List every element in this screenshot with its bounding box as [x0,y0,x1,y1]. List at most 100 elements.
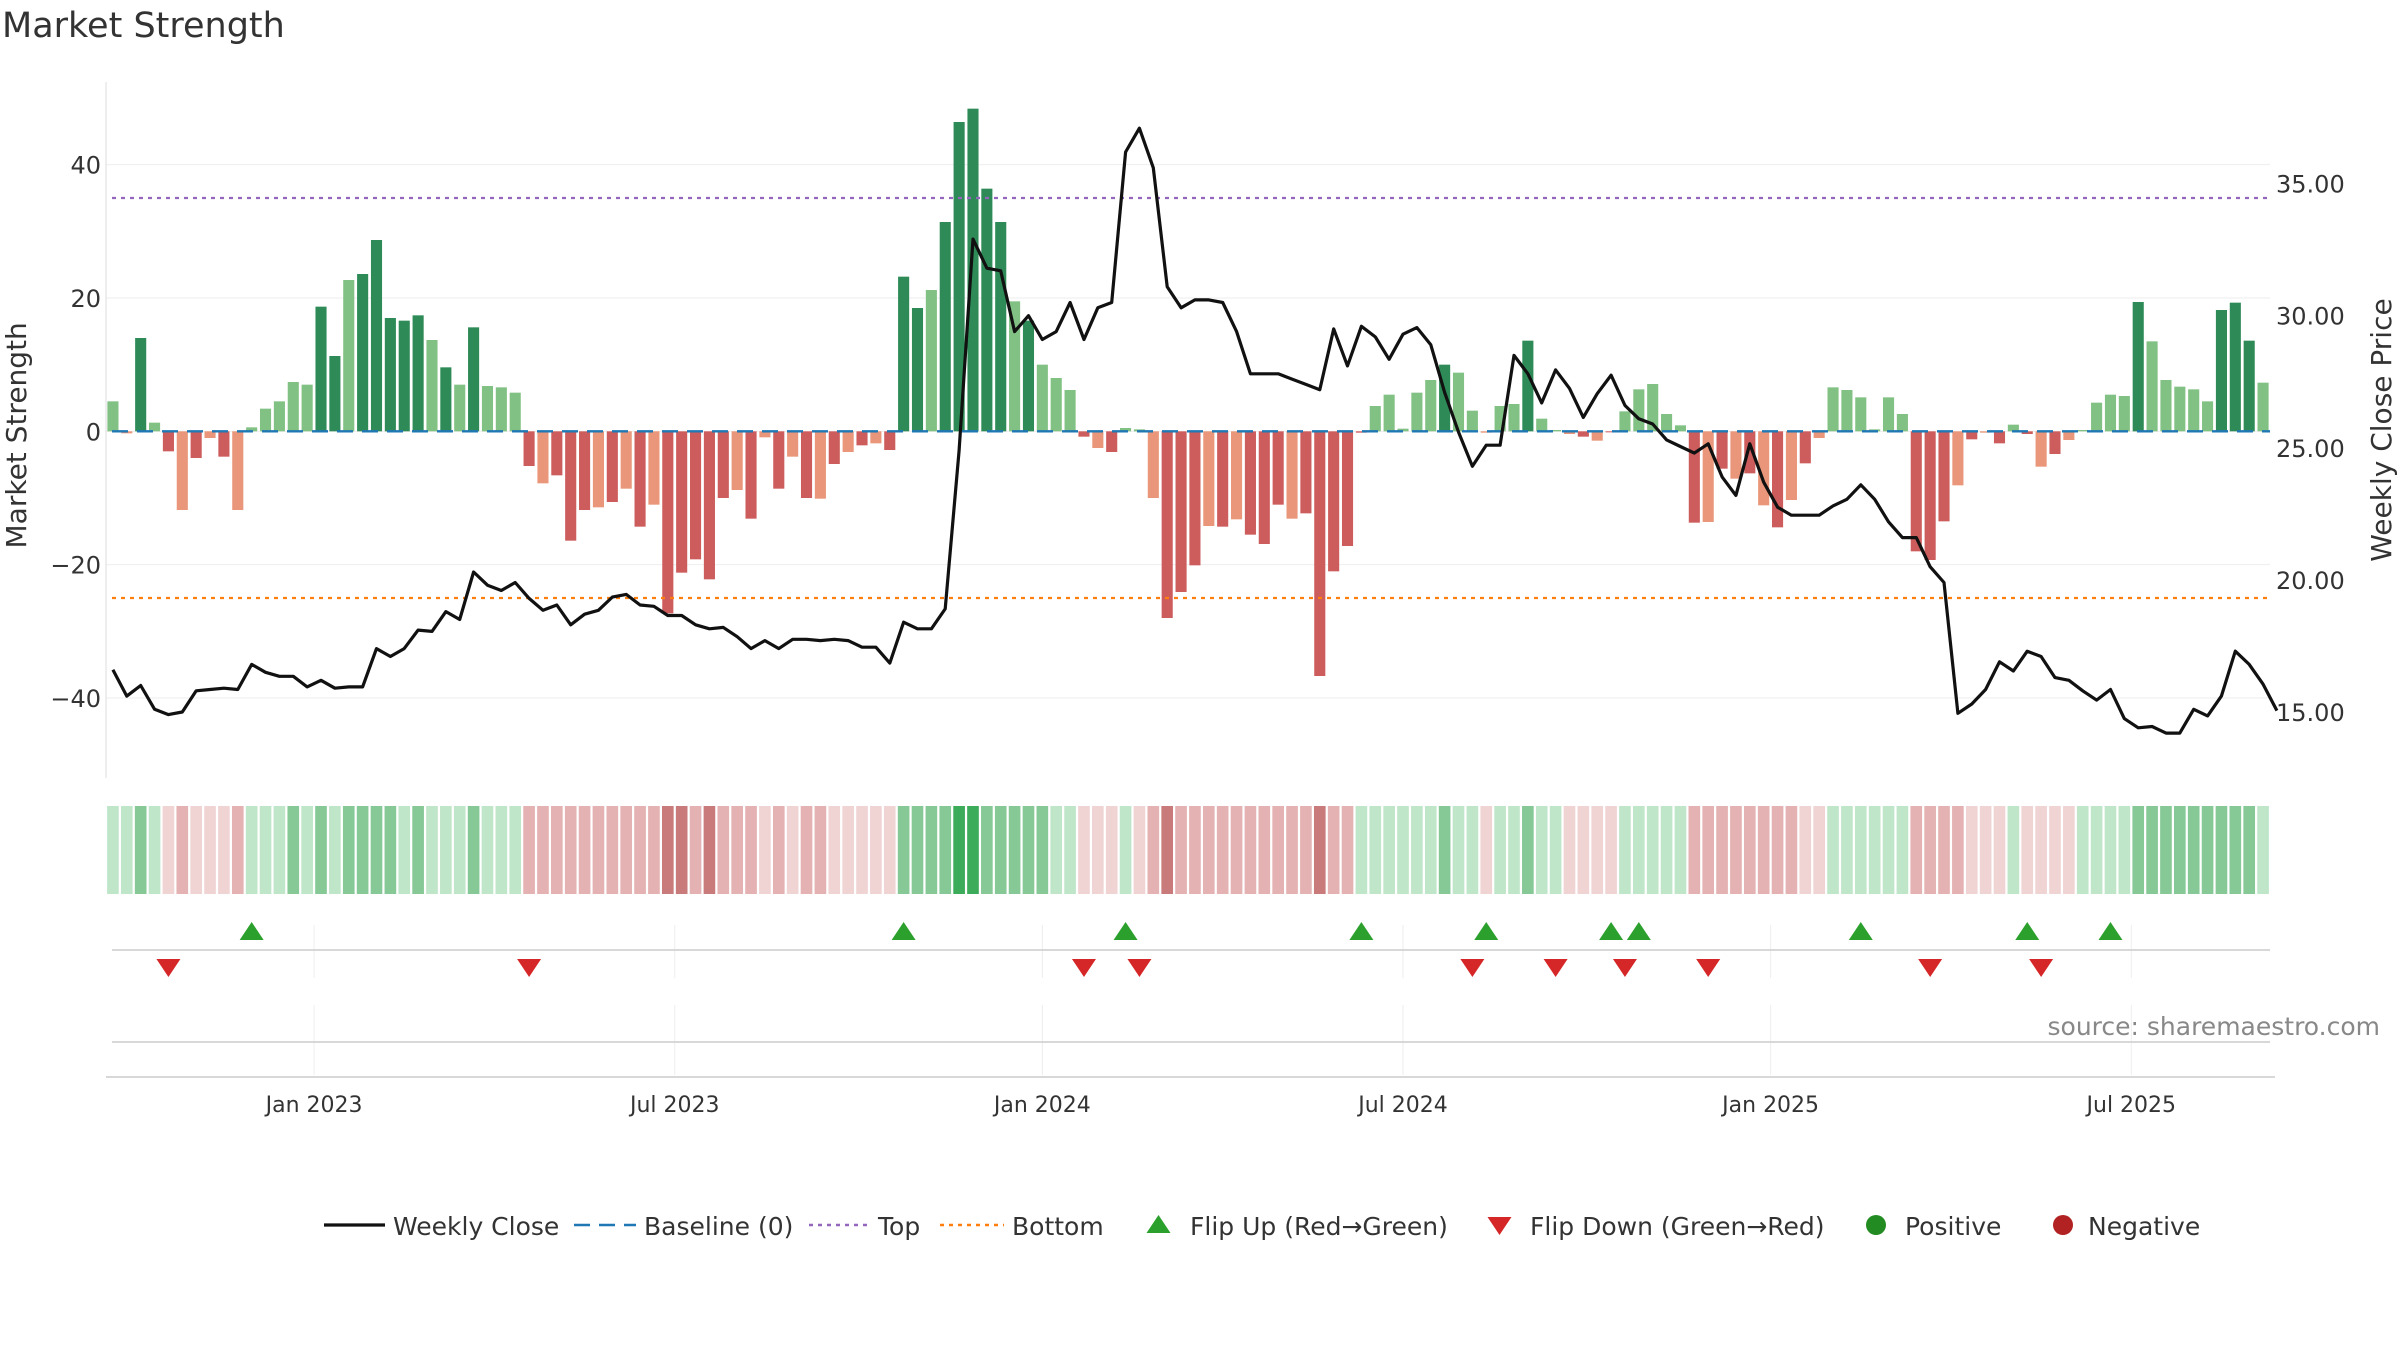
strength-bar [1744,431,1756,474]
trend-strip-cell [1743,806,1756,894]
strength-bar [856,431,868,446]
trend-strip-cell [384,806,397,894]
x-tick-label: Jan 2025 [1720,1093,1819,1118]
trend-strip-cell [1868,806,1881,894]
strength-bar [1452,372,1465,432]
strength-bar [787,431,799,457]
strength-bar [1480,431,1492,433]
trend-strip-cell [342,806,355,894]
trend-strip-cell [329,806,341,894]
trend-strip-cell [814,806,827,894]
flip-up-marker [1474,922,1499,940]
strength-bar [800,431,813,498]
flip-down-marker [1696,959,1721,977]
strength-bar [2091,402,2103,432]
strength-bar [1813,431,1825,438]
trend-strip-cell [1563,806,1576,894]
trend-strip-cell [273,806,286,894]
strength-bar [1036,364,1048,432]
trend-strip-cell [1577,806,1590,894]
trend-strip-cell [1300,806,1312,894]
strength-bar [162,431,174,452]
trend-strip-cell [564,806,577,894]
y-tick-label: 40 [70,152,101,180]
trend-strip-cell [426,806,438,894]
strength-bar [981,188,993,432]
y2-tick-label: 35.00 [2276,171,2345,199]
trend-strip-cell [967,806,979,894]
trend-strip-cell [745,806,757,894]
strength-bar [648,431,660,505]
trend-strip-cell [2187,806,2200,894]
strength-bar [232,431,244,510]
strength-bar [925,290,937,432]
trend-strip-cell [2257,806,2269,894]
legend-item: Bottom [938,1206,1392,1246]
strength-bar [745,431,757,519]
strength-bar [898,276,910,432]
strength-bar [1217,431,1229,527]
x-tick-label: Jul 2023 [628,1093,720,1118]
strength-bar [176,431,188,510]
strength-bar [190,431,202,458]
trend-strip-cell [1480,806,1493,894]
strength-bar [1092,431,1104,448]
flip-up-marker [2015,922,2040,940]
flip-down-marker [1918,959,1943,977]
trend-strip-cell [537,806,549,894]
trend-strip-cell [648,806,660,894]
strength-bar [2021,431,2033,434]
strength-bar [842,431,854,452]
trend-strip-cell [1244,806,1257,894]
strength-bar [204,431,216,438]
strength-bar [939,222,951,432]
strength-bar [565,431,577,541]
trend-strip-cell [551,806,563,894]
strength-bar [1494,406,1506,432]
strength-bar [1244,431,1256,535]
trend-strip-cell [772,806,785,894]
y-tick-label: −40 [50,685,101,713]
trend-strip-cell [1161,806,1174,894]
flip-up-marker [1848,922,1873,940]
trend-strip-cell [370,806,383,894]
trend-strip-cell [592,806,605,894]
flip-up-marker [1599,922,1624,940]
strength-bar [773,431,785,489]
trend-strip-cell [634,806,646,894]
strength-bar [1064,390,1076,432]
strength-bar [1231,431,1243,520]
flip-up-marker [1626,922,1651,940]
trend-strip-cell [523,806,535,894]
trend-strip-cell [1175,806,1187,894]
trend-strip-cell [2007,806,2020,894]
strength-bar [149,422,161,432]
strength-bar [1508,404,1520,432]
trend-strip-cell [1036,806,1049,894]
strength-bar [606,431,618,502]
trend-strip-cell [2021,806,2034,894]
trend-strip-cell [495,806,508,894]
legend-label: Positive [1905,1211,2002,1241]
strength-bar [1161,431,1173,618]
trend-strip-cell [107,806,119,894]
strength-bar [2104,394,2117,432]
trend-strip-cell [1827,806,1839,894]
flip-down-marker [2029,959,2054,977]
trend-strip-cell [1591,806,1604,894]
trend-strip-cell [620,806,633,894]
strength-bar [2257,382,2269,432]
x-tick-label: Jul 2025 [2085,1093,2177,1118]
strength-bar [343,280,355,432]
trend-strip-cell [1230,806,1243,894]
strength-bar [717,431,729,498]
trend-strip-cell [1910,806,1923,894]
trend-strip-cell [661,806,674,894]
legend-item: Weekly Close [322,1206,773,1246]
legend-symbol [1487,1217,1512,1235]
strength-bar [2007,424,2019,432]
trend-strip-cell [953,806,965,894]
trend-strip-cell [925,806,938,894]
flip-down-marker [517,959,542,977]
legend-item: Top [807,1206,1258,1246]
